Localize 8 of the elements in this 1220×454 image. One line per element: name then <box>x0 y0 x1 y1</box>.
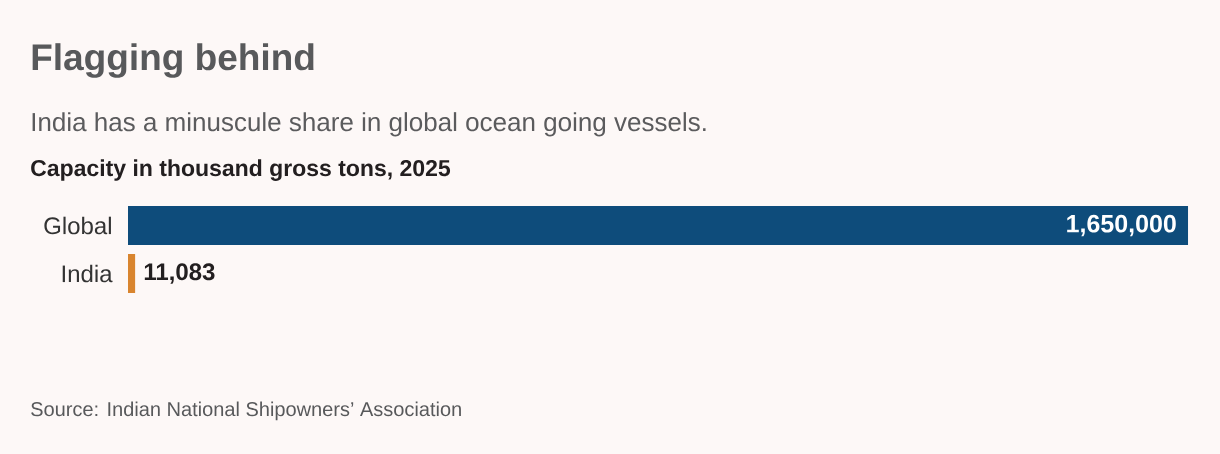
x-axis-title: Capacity in thousand gross tons, 2025 <box>31 159 451 181</box>
data-label: 1,650,000 <box>1067 214 1176 237</box>
chart-subtitle: India has a minuscule share in global ocean going vessels. <box>32 112 706 137</box>
source-note: Source: Indian National Shipowners’ Association <box>31 401 461 421</box>
chart-title: Flagging behind <box>32 43 314 78</box>
data-label: 11,083 <box>144 263 215 284</box>
y-tick-label: Global <box>44 216 111 235</box>
y-tick-label: India <box>62 264 113 283</box>
